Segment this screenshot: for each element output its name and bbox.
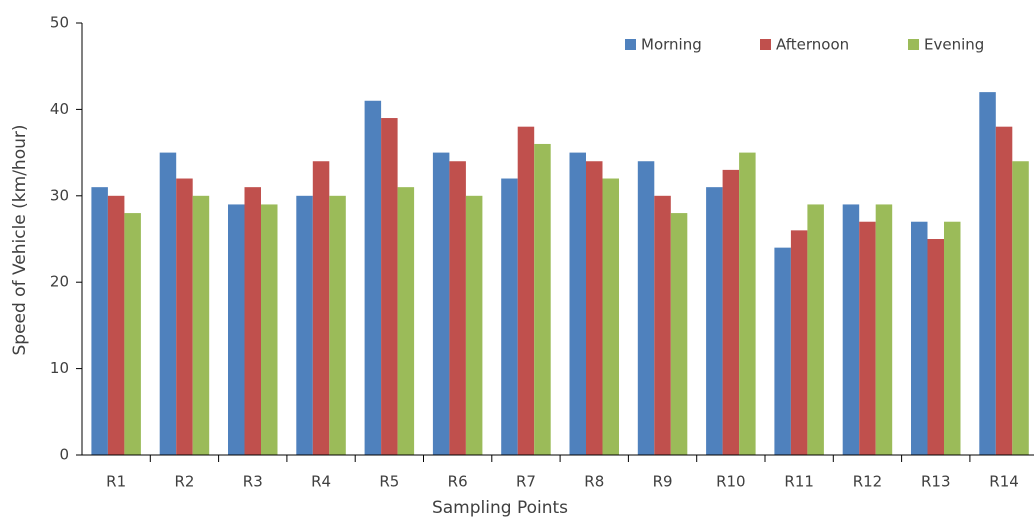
x-tick-label: R2 — [174, 473, 194, 491]
x-tick-label: R4 — [311, 473, 331, 491]
bar — [261, 204, 278, 455]
bar — [670, 213, 688, 455]
legend-label: Morning — [641, 36, 702, 54]
bar — [586, 161, 603, 456]
bar — [859, 221, 876, 455]
bar — [927, 239, 944, 455]
y-axis-title: Speed of Vehicle (km/hour) — [10, 124, 30, 355]
bar — [842, 204, 860, 455]
x-tick-label: R8 — [584, 473, 604, 491]
x-tick-label: R13 — [921, 473, 951, 491]
bar — [501, 178, 518, 455]
bar — [465, 195, 483, 456]
bar — [995, 126, 1013, 456]
legend-swatch — [908, 39, 919, 50]
y-tick-label: 30 — [50, 186, 69, 204]
bar — [979, 92, 996, 456]
bar — [124, 213, 141, 455]
bar — [602, 178, 619, 455]
x-tick-label: R6 — [448, 473, 468, 491]
bar — [91, 187, 108, 455]
bar — [1012, 161, 1029, 456]
x-tick-label: R5 — [379, 473, 399, 491]
x-tick-label: R7 — [516, 473, 536, 491]
bar — [364, 100, 382, 455]
legend-label: Evening — [924, 36, 984, 54]
bar — [176, 178, 193, 455]
y-tick-label: 40 — [50, 100, 69, 118]
bar — [244, 187, 261, 455]
y-tick-label: 50 — [50, 14, 69, 32]
y-tick-label: 0 — [59, 446, 69, 464]
x-tick-label: R10 — [716, 473, 746, 491]
x-axis-title: Sampling Points — [432, 498, 568, 518]
x-tick-label: R9 — [653, 473, 673, 491]
y-tick-label: 10 — [50, 359, 69, 377]
bar — [296, 195, 313, 456]
bar — [159, 152, 177, 455]
x-tick-label: R14 — [989, 473, 1019, 491]
bar — [192, 195, 210, 456]
bar — [774, 247, 791, 455]
legend-swatch — [625, 39, 636, 50]
bar — [312, 161, 330, 456]
bar — [739, 152, 756, 455]
bar — [722, 169, 740, 455]
x-tick-label: R12 — [853, 473, 883, 491]
bar — [790, 230, 808, 455]
bar — [875, 204, 893, 455]
bar — [228, 204, 245, 455]
bar — [329, 195, 346, 456]
bar — [637, 161, 655, 456]
bar — [517, 126, 535, 456]
bar — [449, 161, 466, 456]
bar — [706, 187, 723, 455]
bar — [944, 221, 961, 455]
legend-label: Afternoon — [776, 36, 849, 54]
x-tick-label: R3 — [243, 473, 263, 491]
bar — [807, 204, 824, 455]
x-tick-label: R1 — [106, 473, 126, 491]
bar — [911, 221, 928, 455]
bar — [381, 118, 398, 455]
legend-swatch — [760, 39, 771, 50]
bar — [432, 152, 450, 455]
bar — [397, 187, 415, 455]
bar — [654, 195, 671, 456]
bar — [569, 152, 586, 455]
x-tick-label: R11 — [784, 473, 814, 491]
bar — [107, 195, 125, 456]
y-tick-label: 20 — [50, 273, 69, 291]
bar — [534, 143, 551, 455]
